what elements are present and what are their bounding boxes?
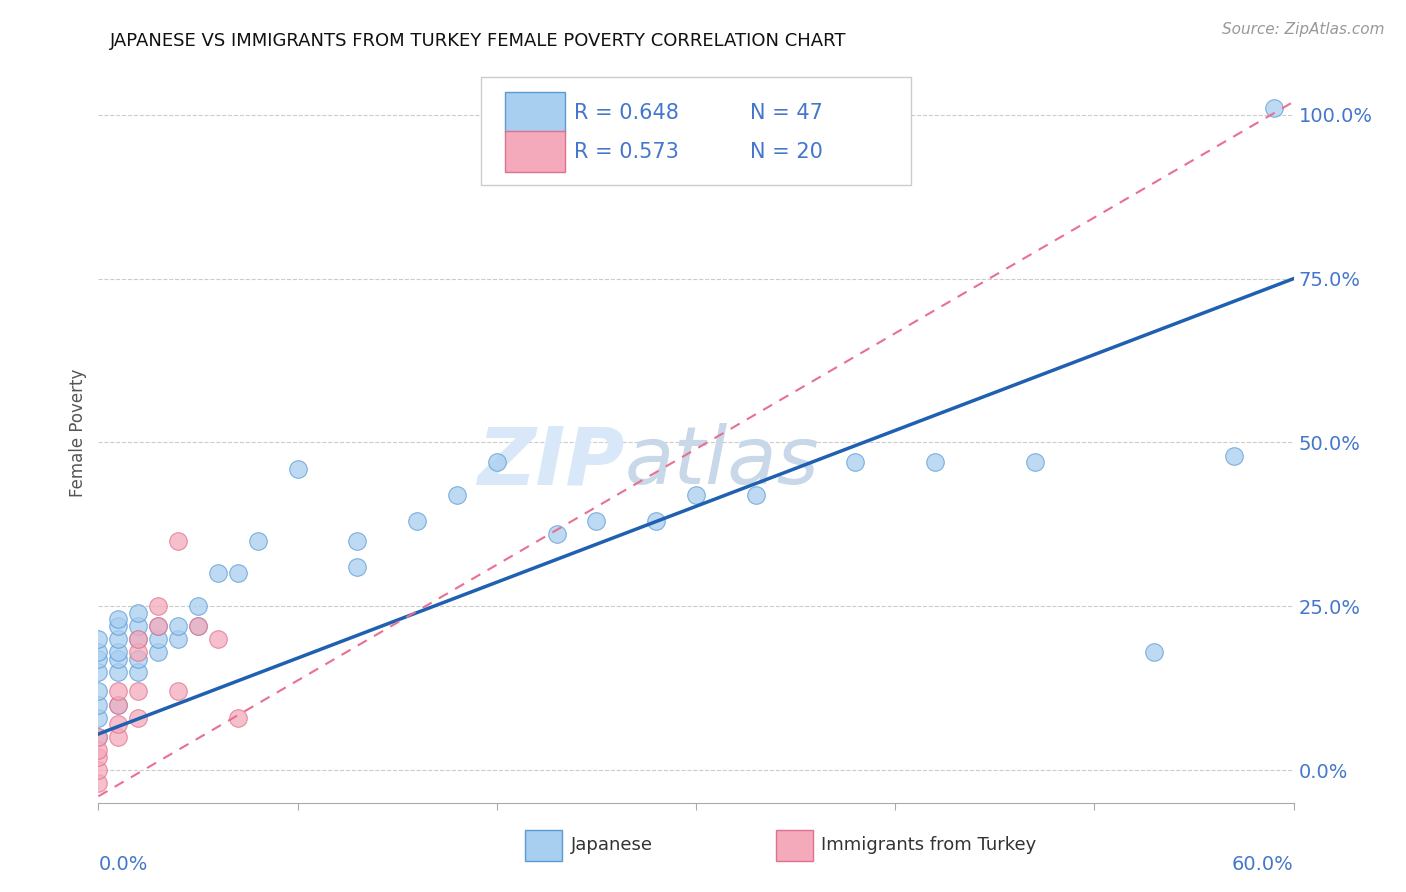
Point [127, 665, 149, 679]
Point [127, 711, 149, 725]
Point [127, 684, 149, 698]
Point [107, 651, 129, 665]
Point [87, 731, 110, 745]
Point [107, 665, 129, 679]
Point [87, 763, 110, 777]
Point [148, 632, 170, 646]
Point [107, 717, 129, 731]
Point [167, 619, 190, 633]
Point [127, 651, 149, 665]
Point [685, 488, 707, 502]
Point [87, 645, 110, 659]
Point [87, 731, 110, 745]
Point [87, 684, 110, 698]
Point [107, 612, 129, 626]
Text: ZIP: ZIP [477, 423, 624, 501]
Point [546, 527, 568, 541]
Point [187, 619, 209, 633]
Text: Source: ZipAtlas.com: Source: ZipAtlas.com [1222, 22, 1385, 37]
Text: JAPANESE VS IMMIGRANTS FROM TURKEY FEMALE POVERTY CORRELATION CHART: JAPANESE VS IMMIGRANTS FROM TURKEY FEMAL… [111, 32, 846, 50]
FancyBboxPatch shape [481, 78, 911, 185]
Point [226, 711, 249, 725]
Y-axis label: Female Poverty: Female Poverty [69, 368, 87, 497]
Point [924, 455, 946, 469]
Point [148, 619, 170, 633]
Point [346, 560, 368, 574]
Point [107, 698, 129, 712]
Point [87, 711, 110, 725]
Point [127, 645, 149, 659]
Point [406, 514, 429, 528]
Text: atlas: atlas [624, 423, 820, 501]
Point [148, 619, 170, 633]
Point [87, 665, 110, 679]
Point [167, 684, 190, 698]
Point [187, 619, 209, 633]
FancyBboxPatch shape [505, 131, 565, 172]
Text: 60.0%: 60.0% [1232, 855, 1294, 873]
Point [107, 698, 129, 712]
Point [127, 632, 149, 646]
Point [207, 566, 229, 581]
Point [148, 645, 170, 659]
Point [107, 684, 129, 698]
Point [745, 488, 768, 502]
Text: R = 0.648: R = 0.648 [574, 103, 679, 123]
Text: Japanese: Japanese [571, 836, 652, 854]
Point [226, 566, 249, 581]
Point [645, 514, 668, 528]
Point [207, 632, 229, 646]
Point [127, 606, 149, 620]
FancyBboxPatch shape [524, 830, 562, 861]
Text: Immigrants from Turkey: Immigrants from Turkey [821, 836, 1036, 854]
FancyBboxPatch shape [505, 92, 565, 133]
Point [148, 599, 170, 614]
Point [87, 776, 110, 790]
Point [1263, 101, 1285, 115]
Point [107, 645, 129, 659]
FancyBboxPatch shape [776, 830, 813, 861]
Point [1024, 455, 1046, 469]
Point [844, 455, 866, 469]
Point [167, 632, 190, 646]
Point [346, 533, 368, 548]
Point [87, 743, 110, 757]
Point [107, 619, 129, 633]
Point [87, 651, 110, 665]
Text: N = 20: N = 20 [749, 142, 823, 162]
Point [485, 455, 508, 469]
Point [87, 632, 110, 646]
Point [87, 750, 110, 764]
Point [287, 461, 309, 475]
Point [107, 731, 129, 745]
Point [246, 533, 269, 548]
Text: 0.0%: 0.0% [98, 855, 148, 873]
Point [446, 488, 468, 502]
Text: R = 0.573: R = 0.573 [574, 142, 679, 162]
Point [87, 698, 110, 712]
Point [1143, 645, 1166, 659]
Point [107, 632, 129, 646]
Point [1223, 449, 1246, 463]
Text: N = 47: N = 47 [749, 103, 823, 123]
Point [127, 619, 149, 633]
Point [585, 514, 607, 528]
Point [127, 632, 149, 646]
Point [167, 533, 190, 548]
Point [187, 599, 209, 614]
